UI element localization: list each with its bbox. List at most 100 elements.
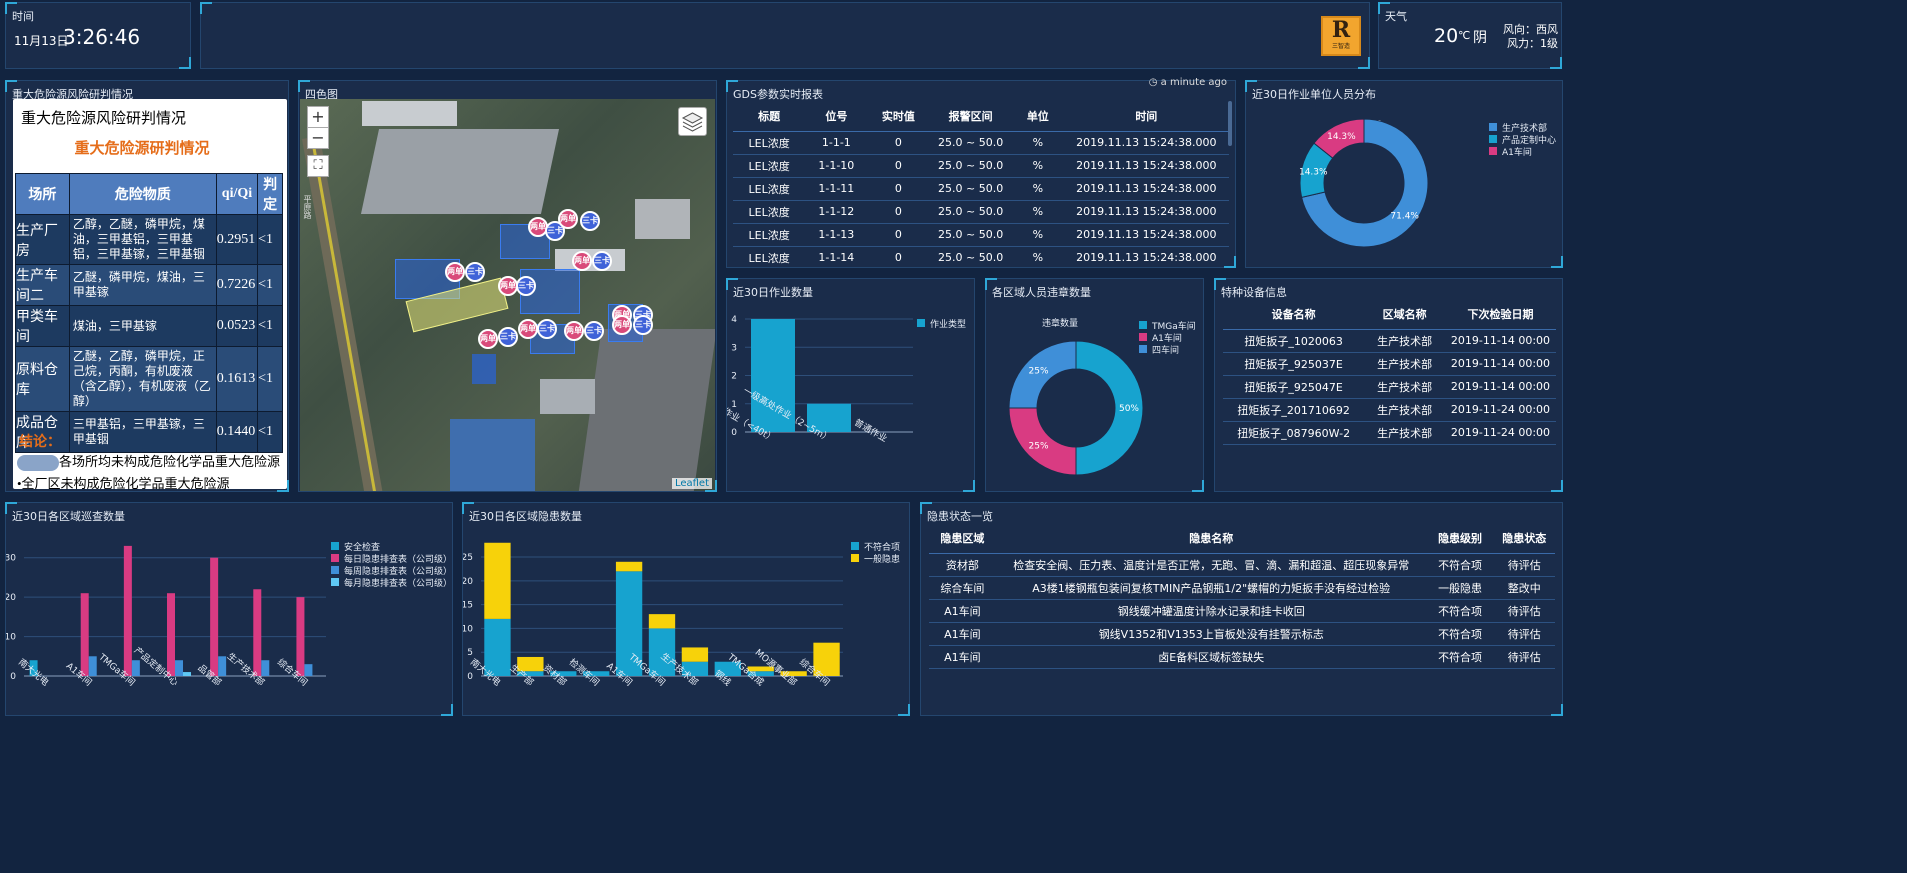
legend-swatch[interactable] xyxy=(1139,345,1147,353)
table-row[interactable]: LEL浓度 1-1-1 0 25.0 ~ 50.0% 2019.11.13 15:24:… xyxy=(733,131,1229,155)
bar[interactable] xyxy=(183,672,191,676)
legend-label[interactable]: 产品定制中心 xyxy=(1502,134,1556,146)
bar[interactable] xyxy=(550,671,577,676)
table-row[interactable]: LEL浓度 1-1-14 0 25.0 ~ 50.0% 2019.11.13 15:24… xyxy=(733,246,1229,267)
satellite-map[interactable]: 平原路 两单 三卡 两单 三卡 两单 三卡 两单 三卡 两单 三卡 两单 三卡 … xyxy=(300,99,715,491)
bar[interactable] xyxy=(583,671,610,676)
bar[interactable] xyxy=(484,618,511,676)
bar[interactable] xyxy=(807,403,851,432)
table-row[interactable]: A1车间 卤E备料区域标签缺失 不符合项 待评估 xyxy=(929,645,1555,669)
map-marker[interactable]: 两单 xyxy=(564,321,584,341)
bar[interactable] xyxy=(123,545,132,676)
legend-label[interactable]: 不符合项 xyxy=(864,541,900,553)
bar[interactable] xyxy=(88,656,97,676)
bar[interactable] xyxy=(747,671,774,676)
bar[interactable] xyxy=(29,660,38,676)
map-attribution[interactable]: Leaflet xyxy=(671,478,712,489)
bar[interactable] xyxy=(517,671,544,676)
zoom-out-button[interactable]: − xyxy=(307,127,329,149)
bar[interactable] xyxy=(747,666,774,672)
legend-label[interactable]: A1车间 xyxy=(1152,332,1182,344)
map-marker[interactable]: 两单 xyxy=(612,315,632,335)
legend-swatch[interactable] xyxy=(331,554,339,562)
table-row[interactable]: 生产厂房 乙醇，乙醚，磷甲烷，煤油，三甲基铝，三甲基铝，三甲基镓，三甲基铟 0.29… xyxy=(15,214,283,265)
legend-swatch[interactable] xyxy=(331,542,339,550)
table-row[interactable]: 资材部 检查安全阀、压力表、温度计是否正常，无跑、冒、滴、漏和超温、超压现象异常不… xyxy=(929,553,1555,577)
legend-swatch[interactable] xyxy=(1489,147,1497,155)
legend-label[interactable]: A1车间 xyxy=(1502,146,1532,158)
legend-swatch[interactable] xyxy=(1489,135,1497,143)
bar[interactable] xyxy=(615,561,643,572)
bar[interactable] xyxy=(261,660,270,676)
table-row[interactable]: A1车间 钢线缓冲罐温度计除水记录和挂卡收回 不符合项 待评估 xyxy=(929,599,1555,623)
legend-swatch[interactable] xyxy=(851,554,859,562)
legend-label[interactable]: 每日隐患排查表（公司级） xyxy=(344,553,452,565)
map-marker[interactable]: 三卡 xyxy=(592,251,612,271)
table-row[interactable]: LEL浓度 1-1-13 0 25.0 ~ 50.0% 2019.11.13 15:24… xyxy=(733,223,1229,247)
bar[interactable] xyxy=(80,593,89,676)
map-marker[interactable]: 三卡 xyxy=(633,315,653,335)
fullscreen-button[interactable]: ⛶ xyxy=(307,155,329,177)
map-marker[interactable]: 两单 xyxy=(558,209,578,229)
bar[interactable] xyxy=(218,656,227,676)
bar[interactable] xyxy=(304,664,313,676)
legend-swatch[interactable] xyxy=(917,319,925,327)
bar[interactable] xyxy=(751,319,795,432)
table-row[interactable]: 成品仓库 三甲基铝，三甲基镓，三甲基铟 0.1440 <1 xyxy=(15,411,283,453)
map-marker[interactable]: 三卡 xyxy=(584,321,604,341)
map-marker[interactable]: 两单 xyxy=(498,276,518,296)
legend-label[interactable]: 每月隐患排查表（公司级） xyxy=(344,577,452,589)
legend-label[interactable]: 安全检查 xyxy=(344,541,380,553)
legend-swatch[interactable] xyxy=(1139,321,1147,329)
bar[interactable] xyxy=(296,597,305,676)
legend-label[interactable]: 每周隐患排查表（公司级） xyxy=(344,565,452,577)
map-marker[interactable]: 两单 xyxy=(518,319,538,339)
map-marker[interactable]: 两单 xyxy=(572,251,592,271)
legend-label[interactable]: TMGa车间 xyxy=(1151,320,1196,332)
map-marker[interactable]: 两单 xyxy=(478,329,498,349)
bar[interactable] xyxy=(813,642,840,676)
table-row[interactable]: 扭矩扳子_1020063 生产技术部 2019-11-14 00:00 xyxy=(1223,329,1556,353)
pie-slice[interactable] xyxy=(1075,340,1144,476)
bar[interactable] xyxy=(253,589,262,676)
bar[interactable] xyxy=(517,656,544,672)
table-row[interactable]: 综合车间 A3楼1楼钢瓶包装间复核TMIN产品钢瓶1/2"螺帽的力矩扳手没有经过检… xyxy=(929,576,1555,600)
map-marker[interactable]: 两单 xyxy=(445,262,465,282)
table-row[interactable]: 扭矩扳子_201710692 生产技术部 2019-11-24 00:00 xyxy=(1223,398,1556,422)
bar[interactable] xyxy=(714,661,741,676)
map-marker[interactable]: 三卡 xyxy=(516,276,536,296)
legend-swatch[interactable] xyxy=(1489,123,1497,131)
pie-slice[interactable] xyxy=(1301,118,1429,248)
legend-swatch[interactable] xyxy=(331,566,339,574)
bar[interactable] xyxy=(167,593,175,676)
table-row[interactable]: 原料仓库 乙醚，乙醇，磷甲烷，正己烷，丙酮，有机废液（含乙醇），有机废液（乙醇） 0… xyxy=(15,346,283,412)
pie-slice[interactable] xyxy=(1008,340,1077,409)
legend-label[interactable]: 作业类型 xyxy=(930,318,966,330)
bar[interactable] xyxy=(780,671,807,676)
table-row[interactable]: 甲类车间 煤油，三甲基镓 0.0523 <1 xyxy=(15,305,283,347)
table-row[interactable]: A1车间 钢线V1352和V1353上盲板处没有挂警示标志 不符合项 待评估 xyxy=(929,622,1555,646)
bar[interactable] xyxy=(131,660,140,676)
bar[interactable] xyxy=(484,542,511,619)
legend-swatch[interactable] xyxy=(851,542,859,550)
legend-swatch[interactable] xyxy=(331,578,339,586)
bar[interactable] xyxy=(648,628,676,676)
zoom-in-button[interactable]: + xyxy=(307,106,329,128)
gds-scrollbar[interactable] xyxy=(1228,101,1232,146)
map-marker[interactable]: 三卡 xyxy=(498,327,518,347)
legend-label[interactable]: 一般隐患 xyxy=(864,553,900,565)
map-marker[interactable]: 三卡 xyxy=(580,211,600,231)
table-row[interactable]: LEL浓度 1-1-10 0 25.0 ~ 50.0% 2019.11.13 15:24… xyxy=(733,154,1229,178)
table-row[interactable]: 扭矩扳子_925037E 生产技术部 2019-11-14 00:00 xyxy=(1223,352,1556,376)
bar[interactable] xyxy=(681,661,709,676)
pie-slice[interactable] xyxy=(1313,118,1365,159)
table-row[interactable]: LEL浓度 1-1-11 0 25.0 ~ 50.0% 2019.11.13 15:24… xyxy=(733,177,1229,201)
layers-button[interactable] xyxy=(678,107,707,136)
bar[interactable] xyxy=(615,571,643,676)
legend-label[interactable]: 生产技术部 xyxy=(1502,122,1547,134)
table-row[interactable]: LEL浓度 1-1-12 0 25.0 ~ 50.0% 2019.11.13 15:24… xyxy=(733,200,1229,224)
table-row[interactable]: 生产车间二 乙醚，磷甲烷，煤油，三甲基镓 0.7226 <1 xyxy=(15,264,283,306)
bar[interactable] xyxy=(648,614,676,629)
table-row[interactable]: 扭矩扳子_925047E 生产技术部 2019-11-14 00:00 xyxy=(1223,375,1556,399)
map-marker[interactable]: 三卡 xyxy=(465,262,485,282)
